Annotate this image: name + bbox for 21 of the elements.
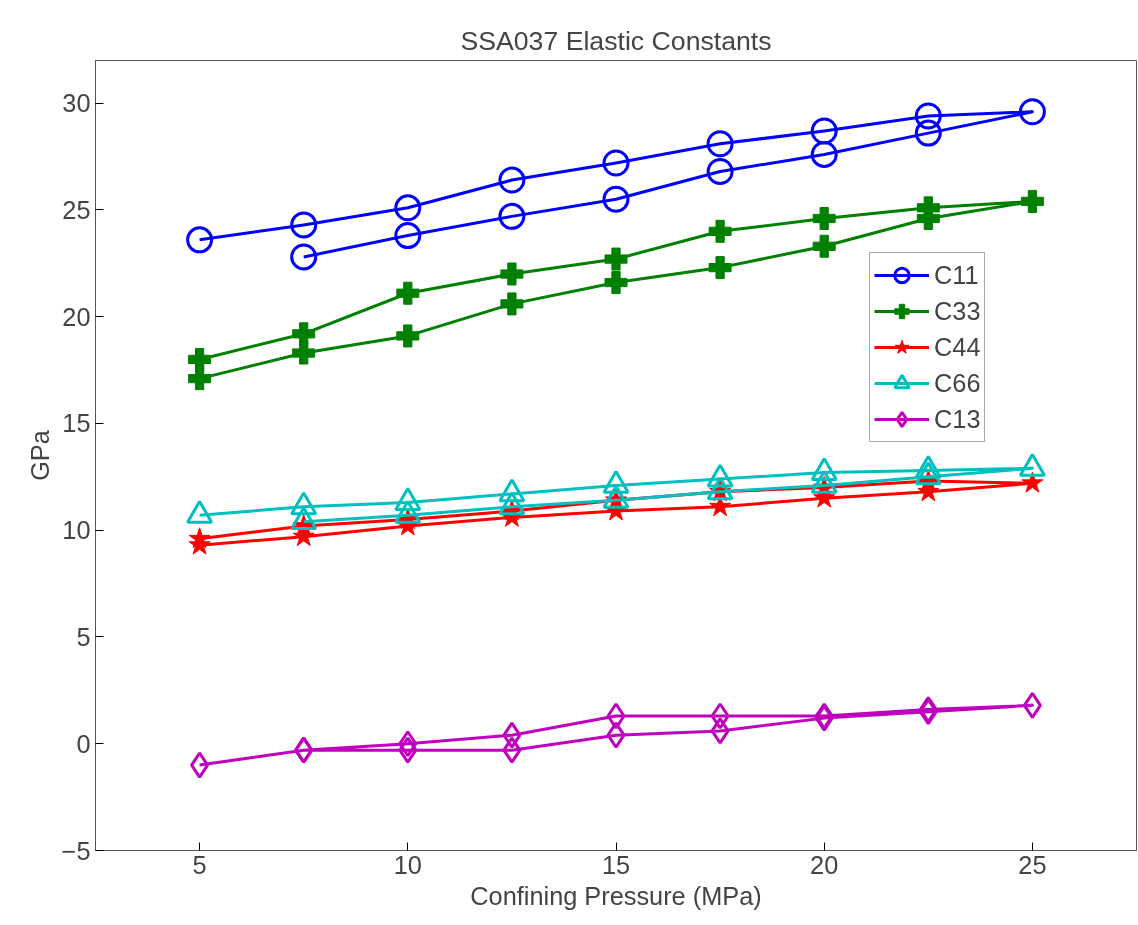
x-axis-title: Confining Pressure (MPa)	[470, 881, 762, 910]
y-tick-label: −5	[61, 836, 91, 865]
y-tick-label: 10	[62, 516, 91, 545]
x-tick-label: 10	[393, 850, 422, 879]
legend-label: C33	[934, 295, 981, 327]
legend-label: C44	[934, 331, 981, 363]
chart-title: SSA037 Elastic Constants	[460, 25, 772, 56]
x-tick-label: 20	[810, 850, 839, 879]
y-tick-label: 15	[62, 409, 91, 438]
y-tick-label: 0	[76, 729, 91, 758]
legend-label: C11	[934, 259, 979, 291]
x-tick-label: 5	[192, 850, 207, 879]
y-tick-label: 5	[76, 622, 91, 651]
legend-label: C13	[934, 403, 981, 435]
y-axis-title: GPa	[25, 429, 54, 481]
y-tick-label: 30	[62, 89, 91, 118]
x-tick-label: 25	[1018, 850, 1047, 879]
y-tick-label: 20	[62, 302, 91, 331]
legend-label: C66	[934, 367, 981, 399]
x-tick-label: 15	[601, 850, 631, 879]
y-tick-label: 25	[62, 195, 91, 224]
